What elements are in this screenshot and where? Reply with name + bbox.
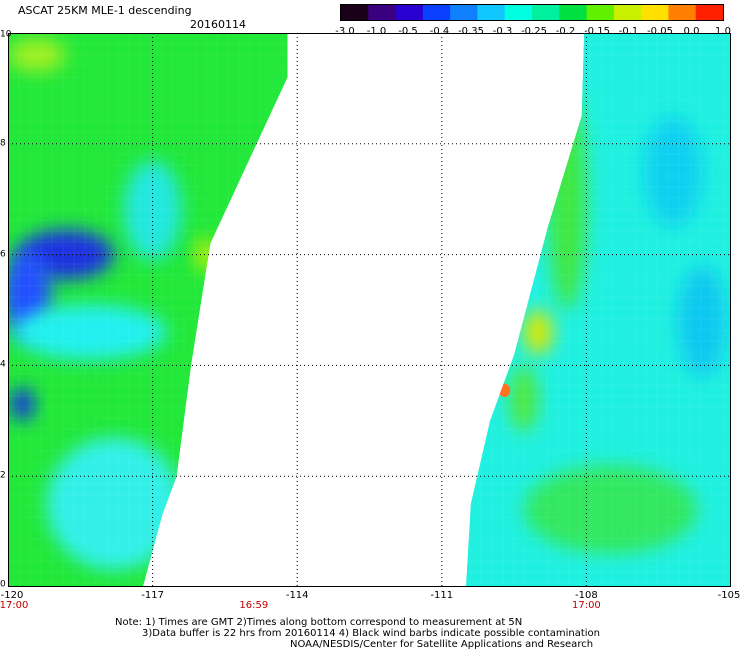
x-tick-label: -108 [575,590,598,601]
y-tick-label: 6 [0,249,6,260]
colorbar-swatch [586,5,615,20]
colorbar [340,4,724,21]
colorbar-labels: -3.0 -1.0 -0.5 -0.4 -0.35 -0.3 -0.25 -0.2 -0.15-… [320,26,740,38]
map-date: 20160114 [190,18,246,31]
colorbar-swatch [450,5,478,20]
x-tick-label: -117 [141,590,164,601]
x-tick-label: -114 [285,590,309,601]
colorbar-swatch [641,5,669,20]
note-line-1: Note: 1) Times are GMT 2)Times along bot… [115,617,523,628]
colorbar-label: -0.4 [429,26,450,37]
y-tick-label: 2 [0,470,6,481]
x-tick-label: -111 [430,590,454,601]
colorbar-swatch [613,5,642,20]
colorbar-label: 1.0 [715,26,731,37]
colorbar-label: -0.35 [458,26,484,37]
y-tick-label: 8 [0,138,6,149]
colorbar-label: -0.5 [398,26,418,37]
colorbar-swatch [504,5,533,20]
colorbar-swatch [341,5,369,20]
colorbar-label: -0.1 [618,26,639,37]
colorbar-label: -0.05 [647,26,673,37]
map-plot [8,33,731,587]
y-tick-label: 4 [0,359,6,370]
colorbar-label: -0.2 [555,26,576,37]
colorbar-swatch [559,5,588,20]
colorbar-label: -3.0 [335,26,355,37]
colorbar-swatch [668,5,697,20]
colorbar-swatch [532,5,560,20]
note-line-3: NOAA/NESDIS/Center for Satellite Applica… [290,639,594,650]
left-swath-texture [8,33,288,587]
y-tick-label: 0 [0,579,6,590]
time-label: 17:00 [571,600,601,611]
colorbar-label: -0.15 [584,26,610,37]
x-tick-label: -105 [717,590,740,601]
colorbar-swatch [422,5,451,20]
x-tick-label: -120 [0,590,24,601]
colorbar-swatch [695,5,723,20]
y-tick-label: 10 [0,29,12,40]
colorbar-label: -0.25 [521,26,547,37]
map-title: ASCAT 25KM MLE-1 descending [18,4,192,17]
colorbar-label: -1.0 [366,26,387,37]
colorbar-swatch [368,5,397,20]
colorbar-label: -0.3 [492,26,513,37]
time-label: 16:59 [239,600,269,611]
colorbar-swatch [477,5,506,20]
time-label: 17:00 [0,600,29,611]
right-swath-texture [465,33,731,587]
colorbar-swatch [395,5,424,20]
note-line-2: 3)Data buffer is 22 hrs from 20160114 4)… [142,628,600,639]
colorbar-label: 0.0 [683,26,700,37]
